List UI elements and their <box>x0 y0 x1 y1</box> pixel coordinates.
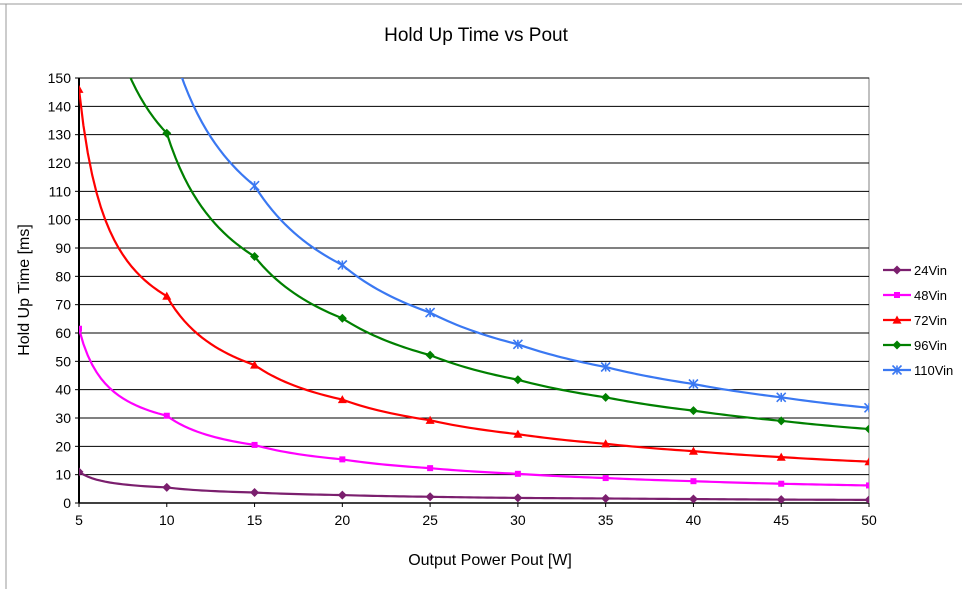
series-line-72vin <box>79 89 869 463</box>
data-point-96vin <box>601 392 611 402</box>
legend-marker-48vin <box>894 292 900 298</box>
data-point-24vin <box>688 494 698 503</box>
data-point-96vin <box>337 313 347 323</box>
y-tick-label: 120 <box>48 155 72 171</box>
data-point-110vin <box>600 361 611 373</box>
x-tick-label: 30 <box>510 512 526 528</box>
data-point-72vin <box>601 439 611 448</box>
legend-marker-110vin <box>891 364 903 376</box>
data-point-48vin <box>514 470 521 477</box>
data-point-72vin <box>688 446 698 455</box>
legend-marker-24vin <box>892 265 902 275</box>
data-point-24vin <box>425 492 435 502</box>
data-point-72vin <box>425 415 435 424</box>
data-point-24vin <box>864 495 869 503</box>
y-tick-label: 100 <box>48 212 72 228</box>
data-point-110vin <box>337 259 348 271</box>
axis-layer: 0 10 20 30 40 50 60 70 80 90 100 110 120 130 140 150 5 10… <box>48 70 877 528</box>
series-line-24vin <box>79 470 869 501</box>
y-axis-label: Hold Up Time [ms] <box>16 224 33 356</box>
data-point-24vin <box>776 495 786 503</box>
y-tick-label: 40 <box>55 382 71 398</box>
data-point-96vin <box>425 350 435 360</box>
legend-label-24vin: 24Vin <box>914 263 947 278</box>
legend: 24Vin 48Vin 72Vin 96Vin 110Vin <box>883 263 953 378</box>
data-point-72vin <box>864 457 869 466</box>
legend-label-72vin: 72Vin <box>914 313 947 328</box>
chart-title: Hold Up Time vs Pout <box>384 25 568 46</box>
y-tick-label: 110 <box>49 183 72 199</box>
plot-area <box>78 77 870 504</box>
y-tick-label: 80 <box>55 268 71 284</box>
x-tick-label: 10 <box>159 512 175 528</box>
data-point-96vin <box>162 128 172 138</box>
data-point-48vin <box>778 480 785 487</box>
y-tick-label: 70 <box>55 297 71 313</box>
data-point-72vin <box>337 395 347 404</box>
data-point-72vin <box>162 291 172 300</box>
data-point-110vin <box>249 180 260 191</box>
x-axis-label: Output Power Pout [W] <box>408 552 572 569</box>
y-tick-label: 140 <box>48 98 72 114</box>
data-point-48vin <box>79 325 82 332</box>
y-tick-label: 130 <box>48 127 72 143</box>
x-tick-label: 15 <box>247 512 263 528</box>
data-point-96vin <box>776 416 786 426</box>
data-point-96vin <box>250 252 260 261</box>
data-point-96vin <box>513 375 523 385</box>
data-point-48vin <box>251 441 258 448</box>
data-point-48vin <box>602 475 609 482</box>
y-tick-label: 0 <box>63 495 71 511</box>
data-point-48vin <box>339 456 346 463</box>
data-point-96vin <box>688 406 698 416</box>
series-line-96vin <box>129 78 869 431</box>
data-point-48vin <box>427 465 434 472</box>
data-point-72vin <box>79 84 84 93</box>
y-tick-label: 150 <box>48 70 72 86</box>
legend-marker-72vin <box>892 315 902 324</box>
y-tick-label: 10 <box>55 467 71 483</box>
data-point-96vin <box>864 424 869 434</box>
x-tick-label: 25 <box>422 512 438 528</box>
data-point-24vin <box>79 467 84 477</box>
data-point-48vin <box>163 412 170 419</box>
y-tick-label: 20 <box>55 438 71 454</box>
x-tick-label: 5 <box>75 512 83 528</box>
x-tick-label: 50 <box>861 512 877 528</box>
data-point-110vin <box>425 307 436 318</box>
data-point-24vin <box>601 493 611 503</box>
legend-label-110vin: 110Vin <box>914 363 953 378</box>
data-point-110vin <box>776 392 787 403</box>
legend-marker-96vin <box>892 340 902 350</box>
y-tick-label: 90 <box>55 240 71 256</box>
y-tick-label: 60 <box>55 325 71 341</box>
data-point-24vin <box>162 482 172 492</box>
x-tick-label: 20 <box>335 512 351 528</box>
data-point-72vin <box>250 360 260 369</box>
y-tick-label: 30 <box>55 410 71 426</box>
data-point-110vin <box>863 402 869 413</box>
x-tick-label: 40 <box>686 512 702 528</box>
data-point-24vin <box>250 488 260 498</box>
data-point-110vin <box>512 339 523 350</box>
series-line-48vin <box>79 328 869 487</box>
x-tick-label: 35 <box>598 512 614 528</box>
y-tick-label: 50 <box>55 353 71 369</box>
legend-label-48vin: 48Vin <box>914 288 947 303</box>
series-layer <box>79 78 869 503</box>
series-line-110vin <box>180 78 869 409</box>
data-point-24vin <box>337 490 347 500</box>
x-tick-label: 45 <box>773 512 789 528</box>
data-point-24vin <box>513 493 523 503</box>
data-point-72vin <box>776 452 786 461</box>
data-point-48vin <box>690 478 697 485</box>
data-point-72vin <box>513 429 523 438</box>
data-point-48vin <box>866 482 869 489</box>
legend-label-96vin: 96Vin <box>914 338 947 353</box>
data-point-110vin <box>688 378 699 390</box>
